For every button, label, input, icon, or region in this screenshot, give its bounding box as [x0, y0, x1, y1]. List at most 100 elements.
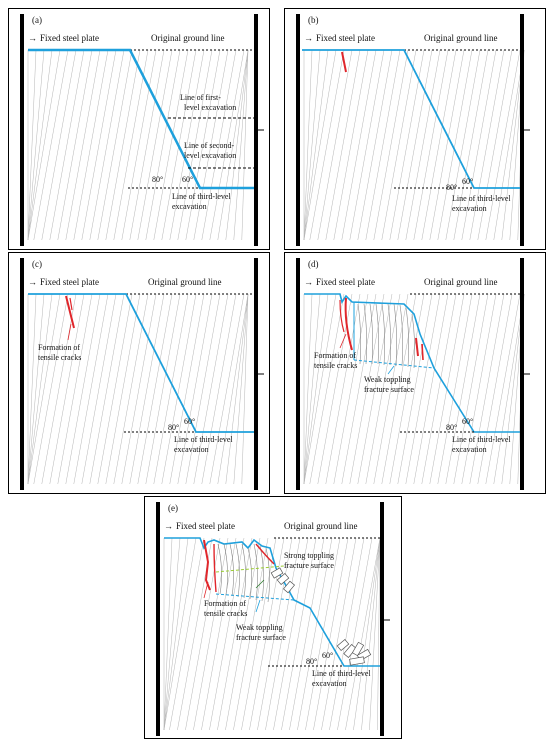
- joint-line: [333, 49, 369, 241]
- joint-line: [73, 293, 109, 485]
- angle-60-label: 60°: [462, 417, 473, 426]
- joint-line: [177, 49, 213, 241]
- joint-line: [169, 293, 205, 485]
- weak-surface-label-1: Weak toppling: [236, 623, 283, 632]
- angle-80-label: 80°: [446, 423, 457, 432]
- joint-line: [193, 49, 229, 241]
- weak-surface-label-2: fracture surface: [236, 633, 286, 642]
- joint-line: [27, 293, 45, 485]
- joint-line: [413, 293, 449, 485]
- cracks-label-1: Formation of: [38, 343, 80, 352]
- crack-pointer: [67, 323, 72, 341]
- third-level-label-1: Line of third-level: [172, 192, 231, 201]
- third-level-label-2: excavation: [174, 445, 209, 454]
- panel-e: (e) → Fixed steel plate Original ground …: [144, 496, 402, 739]
- crack-pointer: [339, 333, 347, 349]
- joint-line: [185, 293, 221, 485]
- third-level-label-2: excavation: [452, 445, 487, 454]
- joint-line: [129, 293, 165, 485]
- right-steel-plate: [254, 14, 258, 246]
- strong-pointer: [255, 579, 265, 589]
- arrow-icon: →: [304, 277, 313, 287]
- joint-line: [163, 537, 173, 731]
- joint-line: [33, 293, 69, 485]
- angle-80-label: 80°: [446, 183, 457, 192]
- joint-line: [437, 49, 473, 241]
- ground-line-label: Original ground line: [284, 521, 358, 531]
- cracks-label-1: Formation of: [204, 599, 246, 608]
- joint-line: [27, 49, 37, 241]
- joint-line: [27, 49, 61, 241]
- ground-line-label: Original ground line: [148, 277, 222, 287]
- joint-line: [303, 49, 313, 241]
- joint-line: [365, 49, 401, 241]
- joint-line: [303, 293, 313, 485]
- joint-line: [201, 49, 237, 241]
- ground-line-label: Original ground line: [424, 277, 498, 287]
- joint-line: [81, 293, 117, 485]
- third-level-label-1: Line of third-level: [452, 194, 511, 203]
- joint-line: [145, 293, 181, 485]
- joint-line: [49, 49, 85, 241]
- angle-60-label: 60°: [322, 651, 333, 660]
- joint-line: [241, 293, 249, 485]
- tensile-crack: [341, 51, 347, 73]
- arrow-icon: →: [28, 33, 37, 43]
- panel-label: (a): [32, 15, 42, 25]
- joint-line: [49, 293, 85, 485]
- joint-line: [153, 49, 189, 241]
- joint-line: [303, 293, 321, 485]
- fixed-plate-label: Fixed steel plate: [316, 33, 375, 43]
- tensile-crack: [344, 297, 353, 351]
- fixed-plate-label: Fixed steel plate: [176, 521, 235, 531]
- third-level-label-1: Line of third-level: [312, 669, 371, 678]
- toppled-joints: [357, 303, 415, 369]
- strong-surface-label-1: Strong toppling: [284, 551, 334, 560]
- joint-line: [469, 293, 505, 485]
- joint-line: [27, 293, 53, 485]
- rock-joints: [27, 293, 249, 485]
- arrow-icon: →: [28, 277, 37, 287]
- weak-surface-label-1: Weak toppling: [364, 375, 411, 384]
- slope-profile: [164, 537, 380, 667]
- joint-line: [317, 49, 353, 241]
- right-steel-plate: [520, 258, 524, 490]
- joint-line: [303, 293, 329, 485]
- joint-line: [333, 293, 369, 485]
- joint-line: [281, 537, 317, 731]
- joint-line: [145, 49, 181, 241]
- joint-line: [437, 293, 473, 485]
- joint-line: [405, 293, 441, 485]
- angle-80-label: 80°: [152, 175, 163, 184]
- joint-line: [329, 537, 365, 731]
- joint-line: [325, 49, 361, 241]
- tensile-crack-4: [421, 343, 424, 361]
- weak-toppling-surface: [353, 359, 435, 369]
- tensile-crack: [65, 295, 75, 329]
- joint-line: [453, 49, 489, 241]
- slope-profile: [304, 293, 520, 433]
- joint-line: [265, 537, 301, 731]
- joint-line: [241, 49, 249, 241]
- joint-line: [163, 537, 181, 731]
- cracks-label-2: tensile cracks: [314, 361, 357, 370]
- joint-line: [445, 293, 481, 485]
- weak-surface-label-2: fracture surface: [364, 385, 414, 394]
- panel-frame: [144, 496, 402, 739]
- joint-line: [201, 537, 237, 731]
- tensile-crack-3: [415, 337, 419, 357]
- joint-line: [177, 293, 213, 485]
- third-level-label-2: excavation: [452, 204, 487, 213]
- joint-line: [493, 293, 525, 485]
- first-level-label-1: Line of first-: [180, 93, 221, 102]
- panel-label: (b): [308, 15, 319, 25]
- joint-line: [389, 49, 425, 241]
- rock-joints: [303, 293, 525, 485]
- strong-surface-label-2: fracture surface: [284, 561, 334, 570]
- joint-line: [477, 293, 513, 485]
- joint-line: [341, 293, 377, 485]
- joint-line: [397, 293, 433, 485]
- joint-line: [485, 49, 521, 241]
- joint-line: [303, 49, 329, 241]
- joint-line: [65, 49, 101, 241]
